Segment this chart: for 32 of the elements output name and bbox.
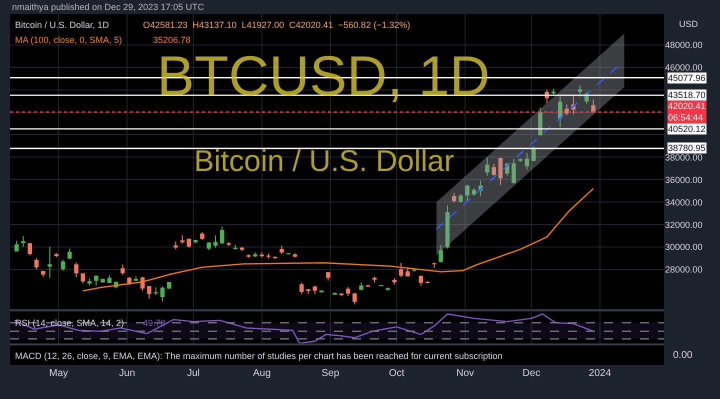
text: 0.00 bbox=[673, 350, 693, 361]
x-tick-label: Jun bbox=[119, 368, 136, 379]
y-tick-label: 28000.00 bbox=[665, 264, 703, 275]
x-tick-label: Nov bbox=[456, 368, 474, 379]
ref-line-label: 45077.96 bbox=[668, 73, 706, 83]
annotation: Bitcoin / U.S. Dollar bbox=[194, 145, 454, 178]
y-tick-label: 32000.00 bbox=[665, 220, 703, 230]
y-axis-title: USD bbox=[679, 19, 698, 29]
y-tick-label: 34000.00 bbox=[665, 197, 703, 208]
x-tick-label: Dec bbox=[522, 368, 540, 379]
ref-line-label: 38780.95 bbox=[668, 143, 706, 153]
y-tick-label: 48000.00 bbox=[665, 40, 703, 50]
x-tick-label: 2024 bbox=[588, 368, 612, 379]
ref-line-label: 40520.12 bbox=[668, 124, 706, 134]
text: MA (100, close, 0, SMA, 5) bbox=[15, 35, 122, 45]
x-tick-label: May bbox=[49, 368, 68, 379]
text: O42581.23 H43137.10 L41927.00 C42020.41 −560.82 (−1.32%) bbox=[143, 20, 410, 30]
text: MACD (12, 26, close, 9, EMA, EMA): The maximum number of studies per chart has been reached for current subscription bbox=[15, 351, 503, 361]
annotation: 49.78 bbox=[143, 318, 166, 328]
y-tick-label: 36000.00 bbox=[665, 174, 703, 185]
x-tick-label: Oct bbox=[388, 368, 405, 379]
ref-line-label: 42020.41 06:54:44 bbox=[668, 101, 706, 123]
x-tick-label: Aug bbox=[252, 368, 271, 379]
annotation: 35206.78 bbox=[153, 35, 191, 45]
text: Bitcoin / U.S. Dollar, 1D bbox=[15, 20, 110, 30]
y-tick-label: 30000.00 bbox=[665, 242, 703, 252]
y-tick-label: 38000.00 bbox=[665, 152, 703, 162]
ref-line-label: 43518.70 bbox=[668, 90, 706, 100]
x-tick-label: Jul bbox=[186, 368, 200, 379]
text: nmaithya published on Dec 29, 2023 17:05 UTC bbox=[12, 2, 205, 12]
x-tick-label: Sep bbox=[321, 368, 340, 379]
y-tick-label: 46000.00 bbox=[665, 62, 703, 72]
